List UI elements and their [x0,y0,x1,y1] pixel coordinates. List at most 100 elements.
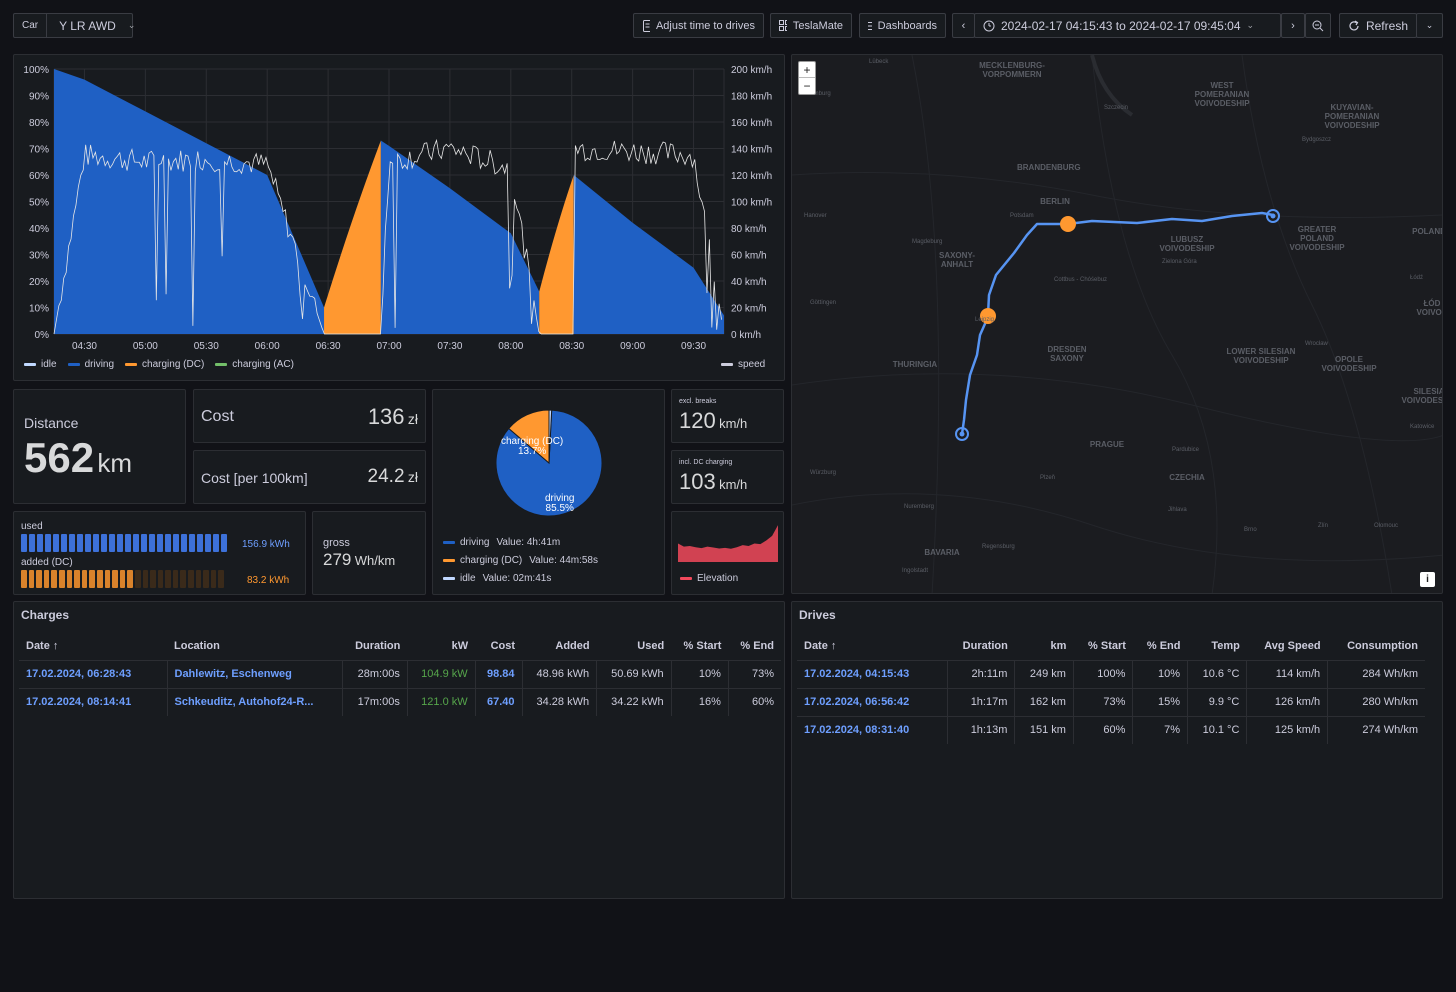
table-row[interactable]: 17.02.2024, 08:31:40 1h:13m 151 km 60% 7% 10.… [797,715,1425,744]
driving-area [54,69,325,334]
column-header[interactable]: % End [1146,639,1181,652]
pie-label-driving: driving 85.5% [545,494,574,514]
avg-speed-incl-unit: km/h [719,477,748,492]
legend-swatch-idle [443,577,455,580]
gauge-cell [93,534,99,552]
map-zoom-out-button[interactable]: − [803,79,811,93]
gauge-cell [134,570,141,588]
table-link-cell[interactable]: 17.02.2024, 08:14:41 [19,687,167,716]
legend-swatch-driving [67,363,80,366]
column-header[interactable]: Duration [962,639,1008,652]
legend-charging-dc[interactable]: charging (DC) [142,359,205,370]
charges-title: Charges [21,608,70,622]
dashboards-button[interactable]: Dashboards [859,13,946,38]
time-back-button[interactable]: ‹ [952,13,975,38]
refresh-icon [1349,19,1359,30]
table-link-cell[interactable]: 67.40 [474,687,523,716]
table-link-cell[interactable]: 17.02.2024, 06:56:42 [797,687,947,716]
pie-legend-charging[interactable]: charging (DC) Value: 44m:58s [443,555,598,566]
charges-panel: Charges Date ↑ Location Duration kW Cost Adde… [13,601,785,899]
y-tick-label: 60% [29,171,49,182]
legend-swatch-idle [24,363,36,366]
route-start-marker[interactable] [1266,209,1280,223]
time-range-picker[interactable]: 2024-02-17 04:15:43 to 2024-02-17 09:45:… [974,13,1281,38]
table-link-cell[interactable]: 98.84 [474,659,523,688]
map-city-label: Łódź [1410,275,1424,281]
state-pie-panel: charging (DC) 13.7% driving 85.5% drivin… [432,389,665,595]
refresh-button[interactable]: Refresh [1339,13,1417,38]
table-row[interactable]: 17.02.2024, 04:15:43 2h:11m 249 km 100% 10% 1… [797,659,1425,688]
pie-legend-idle[interactable]: idle Value: 02m:41s [443,573,551,584]
chevron-down-icon: ⌄ [127,20,136,30]
legend-driving[interactable]: driving [84,359,115,370]
table-link-cell[interactable]: 17.02.2024, 04:15:43 [797,659,947,688]
map-attribution-button[interactable]: i [1420,572,1435,587]
adjust-time-button[interactable]: Adjust time to drives [633,13,764,38]
added-label: added (DC) [21,557,73,568]
column-header[interactable]: Location [174,639,220,652]
table-link-cell[interactable]: Schkeuditz, Autohof24-R... [166,687,342,716]
gauge-cell [61,534,67,552]
y-tick-label: 30% [29,251,49,262]
column-header[interactable]: Added [555,639,590,652]
y2-tick-label: 120 km/h [731,171,772,182]
driving-area [573,175,724,334]
legend-idle[interactable]: idle [41,359,57,370]
table-link-cell[interactable]: 17.02.2024, 08:31:40 [797,715,947,744]
pie-slice-idle[interactable] [548,409,553,464]
column-header[interactable]: % Start [1088,639,1126,652]
charging-stop-marker[interactable] [980,308,996,324]
pie-legend-driving[interactable]: driving Value: 4h:41m [443,537,560,548]
route-end-marker[interactable] [955,427,969,441]
column-header[interactable]: Duration [355,639,401,652]
refresh-interval-dropdown[interactable]: ⌄ [1416,13,1443,38]
map-panel[interactable]: MECKLENBURG-VORPOMMERN WEST POMERANIAN VO… [791,54,1443,594]
charging-stop-marker[interactable] [1060,216,1076,232]
map-region-label: CZECHIA [1169,473,1205,482]
car-selector[interactable]: Car Y LR AWD ⌄ [13,13,136,38]
table-row[interactable]: 17.02.2024, 08:14:41 Schkeuditz, Autohof2… [19,687,781,716]
teslamate-button[interactable]: TeslaMate [770,13,852,38]
column-header[interactable]: km [1050,639,1067,652]
zoom-out-time-button[interactable] [1305,13,1331,38]
table-cell: 50.69 kWh [596,659,672,688]
table-row[interactable]: 17.02.2024, 06:28:43 Dahlewitz, Eschenweg… [19,659,781,688]
column-header[interactable]: Used [637,639,665,652]
column-header[interactable]: Date ↑ [804,639,837,652]
column-header[interactable]: kW [451,639,469,652]
gauge-cell [172,570,179,588]
gauge-cell [197,534,203,552]
charging-area [539,175,574,334]
column-header[interactable]: % Start [683,639,722,652]
table-row[interactable]: 17.02.2024, 06:56:42 1h:17m 162 km 73% 15% 9.… [797,687,1425,716]
table-link-cell[interactable]: Dahlewitz, Eschenweg [166,659,342,688]
time-forward-button[interactable]: › [1281,13,1305,38]
route-map[interactable] [792,55,1443,594]
gauge-cell [205,534,211,552]
gauge-cell [29,534,35,552]
elevation-legend: Elevation [680,573,738,584]
cost-per-100km-unit: zł [407,469,418,485]
map-zoom-in-button[interactable]: + [799,62,815,78]
table-link-cell[interactable]: 17.02.2024, 06:28:43 [19,659,167,688]
column-header[interactable]: Cost [490,639,516,652]
column-header[interactable]: % End [740,639,774,652]
pie-legend-driving-name: driving [460,537,490,548]
column-header[interactable]: Avg Speed [1264,639,1321,652]
column-header[interactable]: Temp [1211,639,1240,652]
legend-speed[interactable]: speed [738,359,766,370]
cost-unit: zł [407,411,418,427]
table-cell: 10% [1132,659,1188,688]
distance-unit: km [97,448,133,478]
pie-legend-idle-name: idle [460,573,476,584]
elevation-legend-label[interactable]: Elevation [697,573,739,584]
cost-label: Cost [201,408,234,425]
x-tick-label: 06:00 [255,341,280,352]
gauge-cell [104,570,111,588]
gauge-cell [142,570,149,588]
column-header[interactable]: Consumption [1347,639,1418,652]
column-header[interactable]: Date ↑ [26,639,59,652]
x-tick-label: 08:30 [559,341,584,352]
added-value: 83.2 kWh [247,575,290,586]
legend-charging-ac[interactable]: charging (AC) [232,359,294,370]
